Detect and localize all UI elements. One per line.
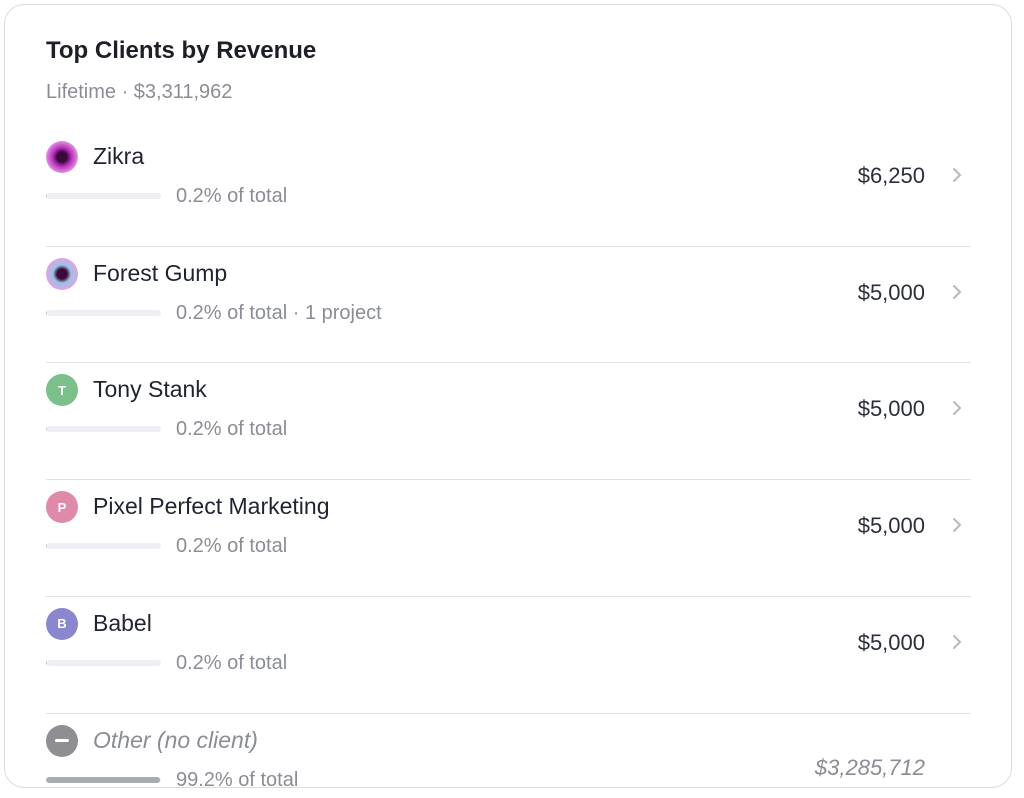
avatar: [46, 141, 78, 173]
share-bar: [46, 543, 47, 550]
share-track: [46, 543, 161, 550]
share-track: [46, 309, 161, 316]
share-label: 0.2% of total · 1 project: [176, 301, 382, 324]
share-bar: [46, 776, 161, 783]
client-row[interactable]: B Babel 0.2% of total $5,000: [5, 600, 1011, 717]
row-separator: [46, 712, 971, 714]
amount: $5,000: [857, 396, 925, 422]
client-name: Forest Gump: [93, 259, 228, 286]
card-subtitle: Lifetime · $3,311,962: [46, 81, 233, 103]
avatar: P: [46, 491, 78, 524]
row-separator: [46, 479, 971, 481]
avatar: [46, 257, 78, 290]
chevron[interactable]: [950, 163, 964, 187]
share-track: [46, 776, 161, 783]
amount: $5,000: [857, 279, 925, 305]
share-track: [46, 193, 161, 199]
chevron-icon: [953, 284, 962, 299]
card-title: Top Clients by Revenue: [46, 37, 317, 64]
avatar: B: [46, 607, 78, 640]
client-row[interactable]: Forest Gump 0.2% of total · 1 project $5,0…: [5, 250, 1011, 367]
share-label: 0.2% of total: [176, 535, 288, 558]
amount: $5,000: [857, 513, 925, 539]
share-track: [46, 659, 161, 666]
avatar-dash: [55, 739, 69, 742]
chevron-icon: [953, 518, 962, 533]
client-row: Other (no client) 99.2% of total $3,285,71…: [5, 717, 1011, 788]
chevron-icon: [953, 401, 962, 416]
client-row[interactable]: T Tony Stank 0.2% of total $5,000: [5, 366, 1011, 483]
amount: $5,000: [857, 629, 925, 655]
client-name: Tony Stank: [93, 376, 207, 403]
share-label: 99.2% of total: [176, 768, 299, 788]
row-separator: [46, 595, 971, 597]
row-separator: [46, 245, 971, 247]
avatar: T: [46, 374, 78, 407]
chevron[interactable]: [950, 513, 964, 537]
client-name: Other (no client): [93, 726, 258, 753]
chevron[interactable]: [950, 396, 964, 420]
share-bar: [46, 659, 47, 666]
client-row[interactable]: P Pixel Perfect Marketing 0.2% of total $5,…: [5, 483, 1011, 600]
share-label: 0.2% of total: [176, 418, 288, 441]
chevron-icon: [953, 168, 962, 182]
card: Top Clients by Revenue Lifetime · $3,311…: [4, 4, 1012, 788]
amount: $6,250: [857, 163, 925, 188]
share-label: 0.2% of total: [176, 651, 288, 674]
amount: $3,285,712: [814, 754, 925, 780]
share-bar: [46, 193, 47, 199]
chevron[interactable]: [950, 280, 964, 304]
client-name: Pixel Perfect Marketing: [93, 493, 330, 520]
share-track: [46, 426, 161, 433]
share-bar: [46, 309, 47, 316]
share-bar: [46, 426, 47, 433]
share-label: 0.2% of total: [176, 185, 288, 207]
chevron-icon: [953, 634, 962, 649]
avatar: [46, 724, 78, 757]
chevron[interactable]: [950, 630, 964, 654]
client-name: Babel: [93, 609, 152, 636]
client-row[interactable]: Zikra 0.2% of total $6,250: [5, 133, 1011, 250]
client-name: Zikra: [93, 143, 145, 169]
row-separator: [46, 362, 971, 364]
